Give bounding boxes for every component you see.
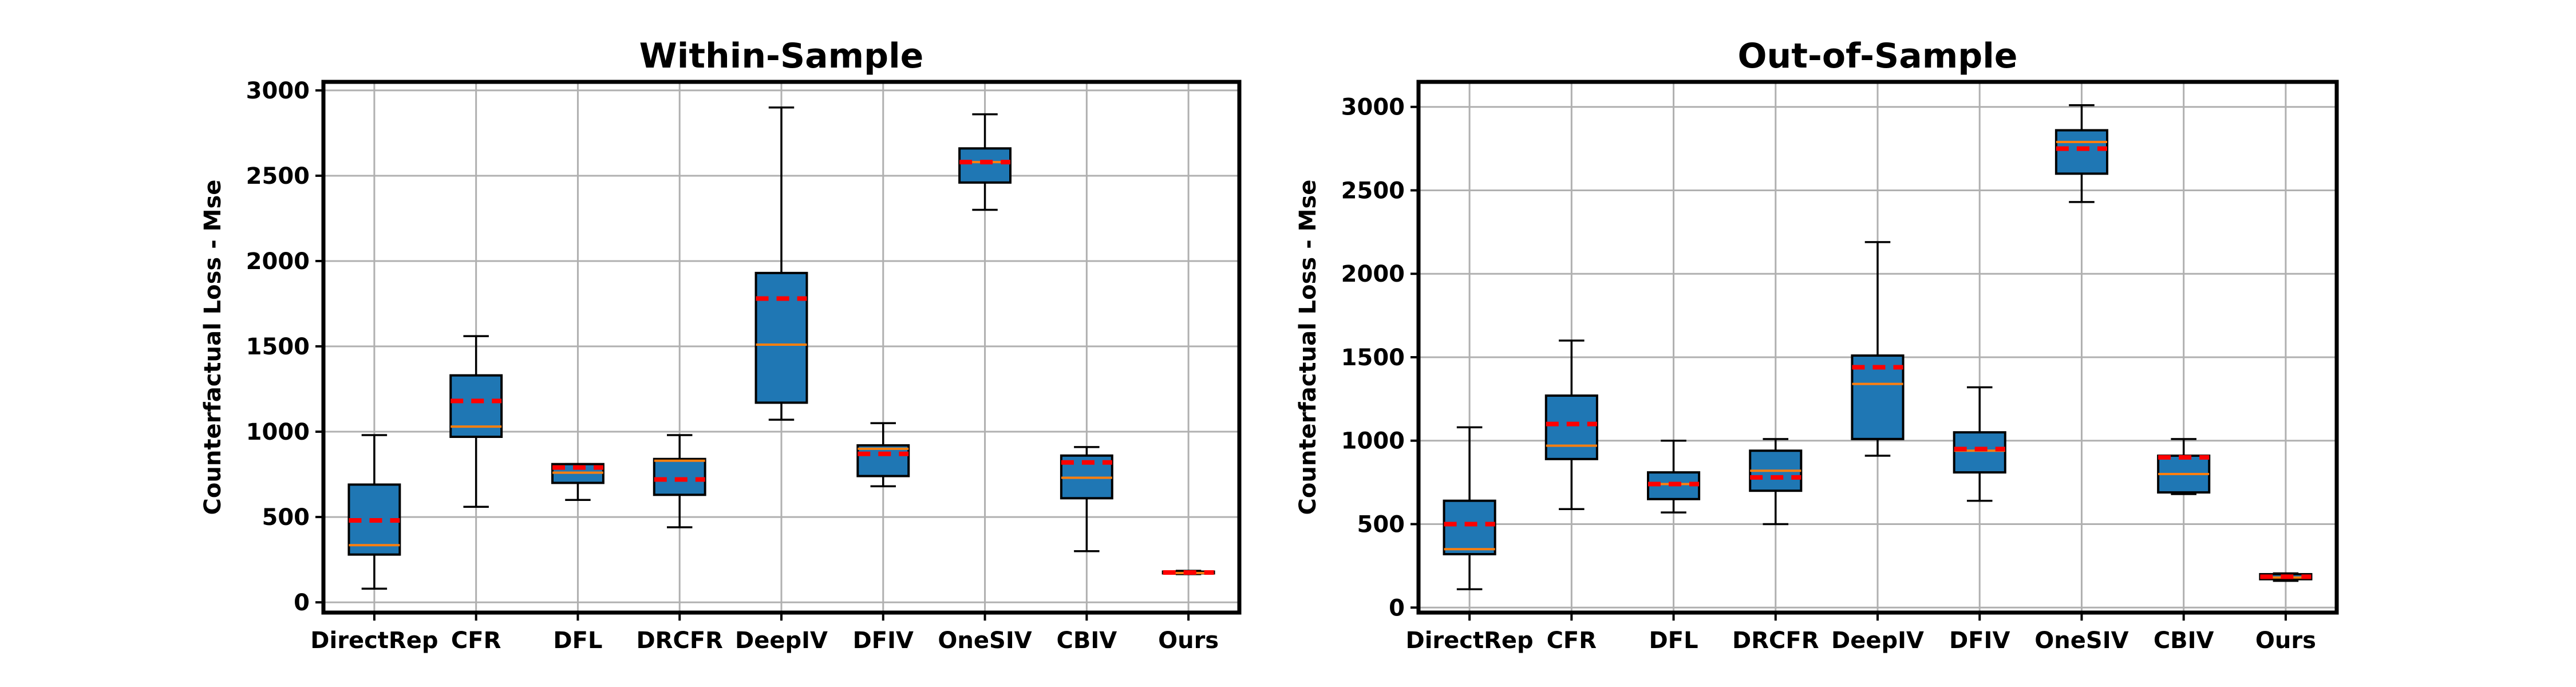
iqr-box [754,271,808,404]
out-of-sample-box-ours [2259,572,2313,582]
within-sample-box-cfr [449,335,503,508]
within-sample-xtick-label-dfiv: DFIV [853,627,914,654]
out-of-sample-xtick-label-dfl: DFL [1649,627,1698,654]
within-sample-box-dfl [551,463,605,502]
out-of-sample-title: Out-of-Sample [1738,36,2018,76]
within-sample-box-deepiv [754,106,808,421]
out-of-sample-xtick-label-directrep: DirectRep [1406,627,1534,654]
out-of-sample-ytick-label: 1500 [1341,345,1405,371]
within-sample-box-dfiv [856,422,910,488]
out-of-sample-box-onesiv [2055,104,2109,203]
within-sample-panel: 0 500 1000 1500 2000 2500 3000 DirectRep CFR DFL D… [200,36,1242,654]
within-sample-ytick-label: 1000 [246,419,310,445]
within-sample-box-cbiv [1060,446,1113,552]
iqr-box [653,457,706,496]
out-of-sample-box-cfr [1544,339,1598,511]
out-of-sample-ytick-label: 3000 [1341,94,1405,121]
out-of-sample-xtick-label-cbiv: CBIV [2154,627,2214,654]
within-sample-xtick-label-directrep: DirectRep [310,627,438,654]
within-sample-xtick-label-onesiv: OneSIV [938,627,1032,654]
iqr-box [856,444,910,477]
out-of-sample-box-dfl [1647,439,1701,514]
within-sample-ytick-label: 1500 [246,334,310,360]
out-of-sample-xtick-label-ours: Ours [2255,627,2316,654]
out-of-sample-box-dfiv [1953,386,2006,502]
out-of-sample-xtick-label-drcfr: DRCFR [1732,627,1819,654]
iqr-box [1443,499,1496,555]
within-sample-xtick-label-drcfr: DRCFR [636,627,722,654]
out-of-sample-ylabel: Counterfactual Loss - Mse [1295,180,1321,515]
out-of-sample-xtick-label-deepiv: DeepIV [1831,627,1924,654]
within-sample-box-onesiv [958,113,1012,211]
within-sample-xtick-label-deepiv: DeepIV [735,627,828,654]
out-of-sample-ytick-label: 2000 [1341,261,1405,287]
out-of-sample-box-drcfr [1749,438,1803,526]
within-sample-xtick-label-cfr: CFR [451,627,501,654]
within-sample-ytick-label: 0 [294,590,310,616]
within-sample-box-directrep [347,434,401,590]
within-sample-xtick-label-ours: Ours [1158,627,1219,654]
out-of-sample-xtick-label-dfiv: DFIV [1949,627,2010,654]
out-of-sample-panel: 0 500 1000 1500 2000 2500 3000 DirectRep CFR DFL D… [1295,36,2339,654]
within-sample-box-ours [1161,570,1215,575]
out-of-sample-box-cbiv [2157,438,2211,495]
within-sample-title: Within-Sample [639,36,924,76]
out-of-sample-ytick-label: 1000 [1341,428,1405,455]
iqr-box [1953,431,2006,474]
out-of-sample-box-deepiv [1851,241,1905,457]
out-of-sample-ytick-label: 500 [1357,512,1405,538]
out-of-sample-ytick-label: 0 [1389,595,1405,621]
out-of-sample-xtick-label-onesiv: OneSIV [2034,627,2128,654]
within-sample-xtick-label-dfl: DFL [553,627,602,654]
out-of-sample-ytick-label: 2500 [1341,177,1405,204]
iqr-box [958,147,1012,184]
within-sample-ytick-label: 3000 [246,78,310,104]
out-of-sample-xtick-label-cfr: CFR [1547,627,1597,654]
within-sample-xtick-label-cbiv: CBIV [1056,627,1117,654]
within-sample-box-drcfr [653,434,706,528]
within-sample-ytick-label: 2000 [246,248,310,275]
within-sample-ylabel: Counterfactual Loss - Mse [200,180,226,515]
iqr-box [2055,129,2109,175]
within-sample-ytick-label: 500 [262,504,310,531]
iqr-box [1544,394,1598,460]
out-of-sample-box-directrep [1443,426,1496,590]
within-sample-ytick-label: 2500 [246,163,310,189]
